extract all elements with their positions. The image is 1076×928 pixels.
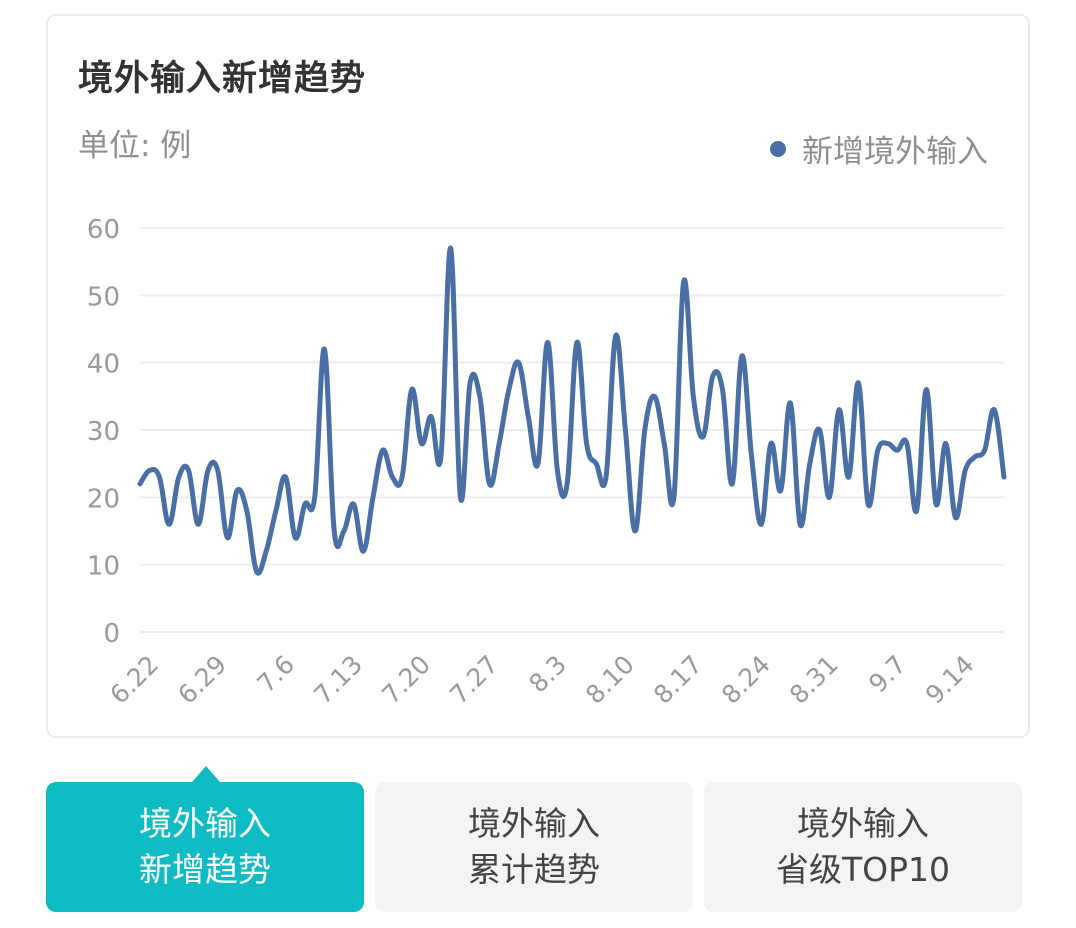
y-tick-label: 30 bbox=[87, 417, 120, 447]
card-title: 境外输入新增趋势 bbox=[78, 59, 367, 99]
x-tick-label: 8.31 bbox=[784, 650, 844, 710]
y-tick-label: 0 bbox=[103, 619, 120, 649]
legend-label: 新增境外输入 bbox=[802, 134, 988, 170]
x-tick-label: 8.3 bbox=[523, 650, 572, 699]
x-tick-label: 8.24 bbox=[716, 650, 776, 710]
tab-province-top10-line1: 境外输入 bbox=[797, 804, 929, 843]
y-tick-label: 50 bbox=[87, 282, 120, 312]
tab-cumulative-trend-line1: 境外输入 bbox=[468, 804, 600, 843]
x-tick-label: 9.7 bbox=[863, 650, 912, 699]
tab-province-top10-line2: 省级TOP10 bbox=[775, 850, 951, 889]
tab-new-trend-line2: 新增趋势 bbox=[139, 850, 271, 889]
tab-province-top10[interactable]: 境外输入 省级TOP10 bbox=[704, 782, 1022, 912]
y-tick-label: 40 bbox=[87, 350, 120, 380]
tab-cumulative-trend-line2: 累计趋势 bbox=[468, 850, 600, 889]
x-tick-label: 9.14 bbox=[920, 650, 980, 710]
x-tick-label: 7.6 bbox=[252, 650, 301, 699]
tab-bar: 境外输入 新增趋势 境外输入 累计趋势 境外输入 省级TOP10 bbox=[46, 766, 1022, 912]
legend[interactable]: 新增境外输入 bbox=[770, 126, 988, 171]
series-line-new-imported[interactable] bbox=[137, 245, 1007, 576]
x-tick-label: 6.22 bbox=[104, 650, 164, 710]
y-tick-label: 60 bbox=[87, 215, 120, 245]
legend-dot-icon bbox=[770, 140, 786, 157]
y-tick-label: 20 bbox=[87, 484, 120, 514]
chart-card: 境外输入新增趋势 单位: 例 新增境外输入 0 10 20 30 40 50 60 6.22 6… bbox=[46, 14, 1030, 738]
x-tick-label: 7.13 bbox=[308, 650, 368, 710]
x-tick-label: 8.10 bbox=[580, 650, 640, 710]
x-tick-label: 8.17 bbox=[648, 650, 708, 710]
tab-cumulative-trend[interactable]: 境外输入 累计趋势 bbox=[375, 782, 693, 912]
x-tick-label: 7.27 bbox=[444, 650, 504, 710]
unit-label: 单位: 例 bbox=[78, 128, 192, 164]
x-tick-label: 6.29 bbox=[172, 650, 232, 710]
y-tick-label: 10 bbox=[87, 552, 120, 582]
active-tab-indicator bbox=[192, 766, 220, 782]
tab-new-trend[interactable]: 境外输入 新增趋势 bbox=[46, 766, 364, 912]
tab-new-trend-line1: 境外输入 bbox=[139, 804, 271, 843]
x-tick-label: 7.20 bbox=[376, 650, 436, 710]
